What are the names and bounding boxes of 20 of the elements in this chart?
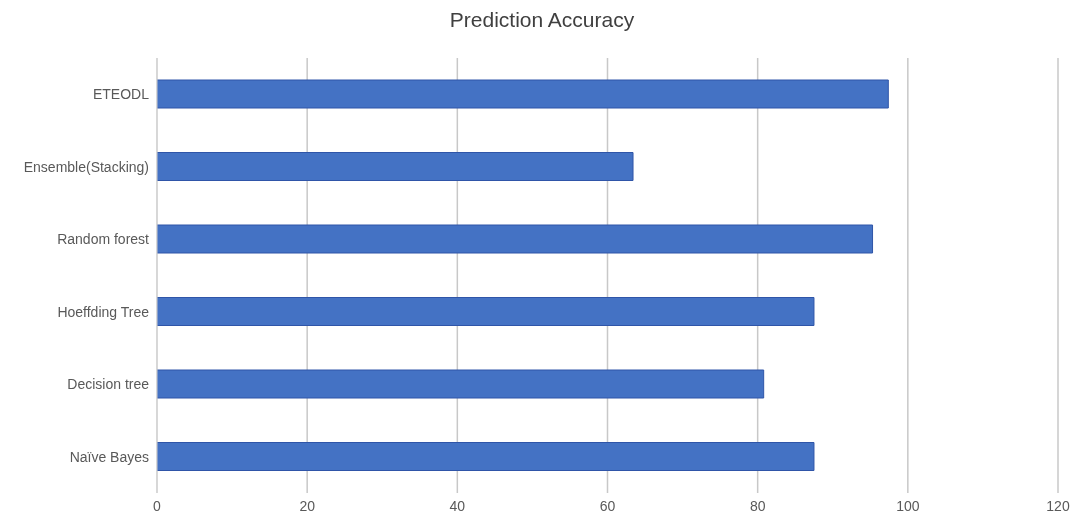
x-tick-label: 60 [599, 497, 616, 514]
bar [157, 297, 815, 326]
x-tick-label: 120 [1046, 497, 1070, 514]
bar [157, 442, 815, 471]
y-tick-label: Ensemble(Stacking) [23, 158, 149, 175]
bar [157, 369, 765, 399]
y-tick-label: Naïve Bayes [69, 448, 149, 465]
x-tick-label: 40 [449, 497, 466, 514]
bar [157, 224, 874, 254]
x-tick-label: 100 [896, 497, 920, 514]
bar [157, 79, 889, 109]
y-tick-label: ETEODL [92, 86, 150, 103]
x-tick-label: 0 [153, 497, 162, 514]
chart-title: Prediction Accuracy [448, 8, 636, 33]
bar [157, 152, 634, 181]
y-tick-label: Random forest [57, 231, 150, 248]
x-tick-label: 80 [749, 497, 766, 514]
y-tick-label: Decision tree [67, 376, 150, 393]
x-tick-label: 20 [299, 497, 316, 514]
y-tick-label: Hoeffding Tree [57, 303, 150, 320]
